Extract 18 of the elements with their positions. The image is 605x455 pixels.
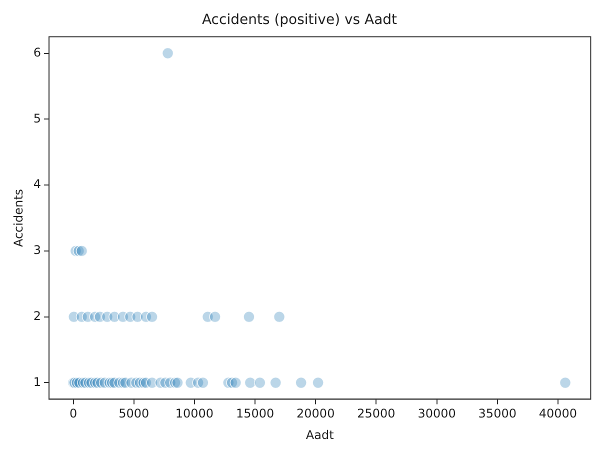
- x-tick-label: 0: [69, 406, 78, 421]
- x-tick-label: 15000: [236, 406, 274, 421]
- x-tick-label: 30000: [418, 406, 456, 421]
- y-axis-title: Accidents: [11, 188, 26, 248]
- y-tick-label: 5: [33, 111, 42, 126]
- x-tick-label: 20000: [296, 406, 335, 421]
- y-tick-label: 2: [33, 308, 42, 323]
- y-tick-label: 6: [33, 45, 42, 60]
- y-tick-label: 4: [33, 177, 42, 192]
- y-tick-label: 3: [33, 243, 42, 258]
- chart-title: Accidents (positive) vs Aadt: [202, 12, 398, 28]
- x-tick-label: 25000: [357, 406, 396, 421]
- x-tick-label: 40000: [538, 406, 578, 421]
- y-tick-label: 1: [33, 374, 42, 389]
- x-tick-label: 35000: [478, 406, 516, 421]
- x-tick-label: 10000: [175, 406, 214, 421]
- x-tick-label: 5000: [118, 406, 150, 421]
- x-axis-title: Aadt: [306, 428, 334, 442]
